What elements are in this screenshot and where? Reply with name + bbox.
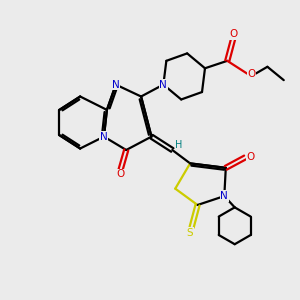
Text: N: N	[112, 80, 120, 90]
Text: O: O	[229, 29, 237, 39]
Text: H: H	[175, 140, 182, 150]
Text: O: O	[246, 152, 255, 162]
Text: N: N	[160, 80, 167, 90]
Text: O: O	[116, 169, 124, 179]
Text: S: S	[187, 228, 194, 238]
Text: N: N	[100, 132, 108, 142]
Text: N: N	[220, 191, 228, 201]
Text: O: O	[248, 69, 256, 79]
